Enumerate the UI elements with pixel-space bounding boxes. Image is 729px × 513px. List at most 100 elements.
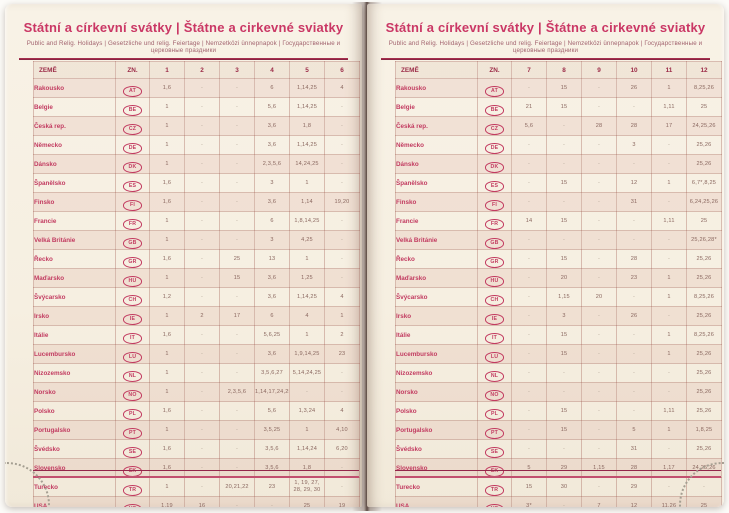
holiday-days-cell: 14,24,25 [289, 154, 325, 174]
country-code-cell: BE [477, 97, 512, 117]
holiday-days-cell: - [184, 382, 220, 402]
holiday-days-cell: - [184, 420, 220, 440]
country-name: Dánsko [33, 154, 116, 174]
country-code-cell: AT [477, 78, 512, 98]
holiday-days-cell: - [219, 154, 255, 174]
holiday-days-cell: 3,6 [254, 344, 290, 364]
holiday-days-cell: 5,6 [254, 97, 290, 117]
holiday-days-cell: 1 [149, 135, 185, 155]
holiday-days-cell: 1,14,17,24,25 [254, 382, 290, 402]
holiday-days-cell: 31 [616, 439, 652, 459]
country-name: Rakousko [395, 78, 478, 98]
table-row: Nizozemsko NL 1- -3,5,6,27 5,14,24,25- [33, 363, 360, 383]
holiday-days-cell: 3 [546, 306, 582, 326]
holiday-days-cell: 1 [651, 344, 687, 364]
column-header: 4 [254, 61, 290, 79]
country-code-cell: FR [115, 211, 150, 231]
holiday-days-cell: - [581, 154, 617, 174]
holiday-days-cell: 3,6 [254, 135, 290, 155]
holiday-days-cell: - [651, 439, 687, 459]
holiday-days-cell: - [581, 249, 617, 269]
holiday-days-cell: 1 [149, 268, 185, 288]
column-header: 10 [616, 61, 652, 79]
holiday-days-cell: 30 [546, 477, 582, 497]
country-name: Španělsko [33, 173, 116, 193]
column-header: ZN. [477, 61, 512, 79]
country-code-badge: TR [123, 485, 142, 496]
holiday-days-cell: 25,26 [686, 439, 722, 459]
holiday-days-cell: - [219, 287, 255, 307]
holiday-days-cell: - [511, 135, 547, 155]
holiday-days-cell: - [184, 173, 220, 193]
holiday-days-cell: - [511, 287, 547, 307]
country-code-badge: CH [485, 295, 504, 306]
table-row: Řecko GR 1,6-25 13 1- [33, 249, 360, 269]
country-code-cell: DE [477, 135, 512, 155]
country-code-cell: NO [115, 382, 150, 402]
holiday-days-cell: 15 [219, 268, 255, 288]
country-name: Švýcarsko [395, 287, 478, 307]
holiday-days-cell: - [184, 325, 220, 345]
holiday-days-cell: - [324, 211, 360, 231]
holiday-days-cell: - [651, 230, 687, 250]
holiday-days-cell: - [184, 344, 220, 364]
holiday-days-cell: 1,6 [149, 439, 185, 459]
table-row: Turecko TR 1-20,21,22 23 1, 19, 27, 28, 29, … [33, 477, 360, 497]
country-code-badge: GB [123, 238, 142, 249]
holiday-days-cell: - [184, 439, 220, 459]
holiday-days-cell: 1 [149, 211, 185, 231]
holiday-days-cell: 15 [546, 211, 582, 231]
country-name: Velká Británie [395, 230, 478, 250]
country-code-badge: PL [123, 409, 142, 420]
holiday-days-cell: - [184, 401, 220, 421]
holiday-days-cell: - [581, 420, 617, 440]
holiday-days-cell: - [324, 135, 360, 155]
country-name: Francie [33, 211, 116, 231]
table-row: Rakousko AT 1,6- -6 1,14,25 4 [33, 78, 360, 98]
country-code-badge: FR [123, 219, 142, 230]
column-header: 6 [324, 61, 360, 79]
country-code-cell: GB [477, 230, 512, 250]
holiday-days-cell: - [546, 154, 582, 174]
country-code-badge: DE [123, 143, 142, 154]
holiday-days-cell: 3,6 [254, 268, 290, 288]
holiday-days-cell: 1 [324, 306, 360, 326]
holiday-days-cell: 25,26 [686, 344, 722, 364]
holiday-days-cell: - [581, 173, 617, 193]
holiday-days-cell: 1 [289, 325, 325, 345]
country-code-cell: NL [115, 363, 150, 383]
holiday-days-cell: - [546, 192, 582, 212]
country-code-badge: BE [485, 105, 504, 116]
holiday-days-cell: 1,11 [651, 97, 687, 117]
country-code-badge: DK [123, 162, 142, 173]
holiday-days-cell: - [184, 287, 220, 307]
holiday-days-cell: 28 [616, 116, 652, 136]
table-row: Velká Británie GB 1- -3 4,25- [33, 230, 360, 250]
holiday-days-cell: 1,11 [651, 401, 687, 421]
country-code-badge: TR [485, 485, 504, 496]
holiday-days-cell: 28 [616, 249, 652, 269]
country-code-cell: GR [477, 249, 512, 269]
table-row: Polsko PL 1,6- -5,6 1,3,24 4 [33, 401, 360, 421]
country-code-cell: CH [115, 287, 150, 307]
holiday-days-cell: 1,14,25 [289, 97, 325, 117]
country-code-badge: HU [123, 276, 142, 287]
holiday-days-cell: 3,5,6,27 [254, 363, 290, 383]
holiday-days-cell: - [581, 344, 617, 364]
column-header: ZEMĚ [395, 61, 478, 79]
holiday-days-cell: 5,6,25 [254, 325, 290, 345]
country-code-cell: IT [115, 325, 150, 345]
holiday-days-cell: 1 [651, 325, 687, 345]
left-page: Státní a církevní svátky | Štátne a cirk… [5, 4, 362, 507]
column-header: 7 [511, 61, 547, 79]
holiday-days-cell: 1 [651, 78, 687, 98]
holiday-days-cell: - [219, 135, 255, 155]
table-row: Rakousko AT -15-26 1 8,25,26 [395, 78, 722, 98]
holiday-days-cell: - [616, 344, 652, 364]
table-row: Itálie IT 1,6- -5,6,25 1 2 [33, 325, 360, 345]
country-code-badge: CZ [485, 124, 504, 135]
holiday-days-cell: - [616, 287, 652, 307]
country-code-badge: FI [485, 200, 504, 211]
holiday-days-cell: 4 [289, 306, 325, 326]
holiday-days-cell: 25,26 [686, 249, 722, 269]
